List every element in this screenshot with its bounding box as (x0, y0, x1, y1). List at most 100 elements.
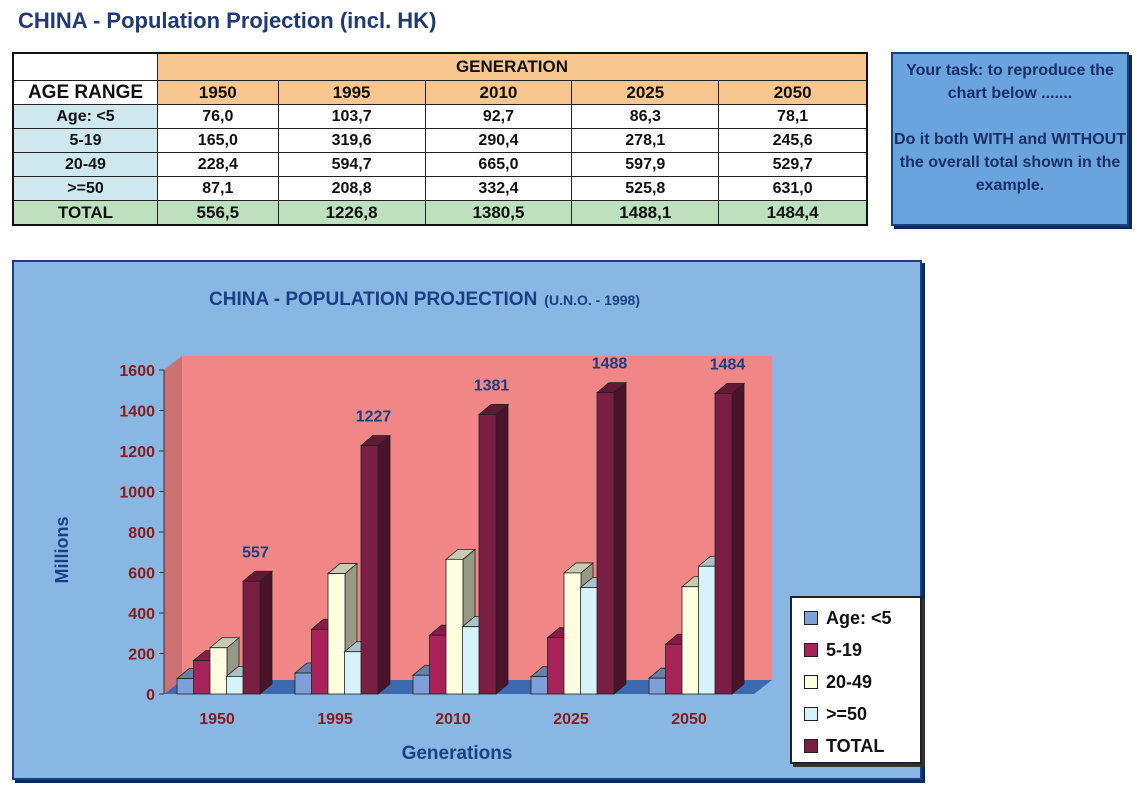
row-label: Age: <5 (12, 104, 158, 129)
bar (580, 587, 598, 695)
chart-subtitle: (U.N.O. - 1998) (544, 292, 640, 308)
table-cell: 597,9 (571, 152, 720, 177)
legend-item: Age: <5 (804, 608, 892, 629)
bar (412, 674, 431, 695)
bar (698, 565, 716, 695)
data-label: 1488 (592, 356, 628, 373)
legend-label: >=50 (826, 704, 868, 724)
table-row: 20-49 228,4 594,7 665,0 597,9 529,7 (12, 152, 868, 177)
category-labels: 1950 1995 2010 2025 2050 (199, 711, 707, 728)
legend-label: 20-49 (826, 672, 873, 692)
bar-side (731, 382, 745, 695)
legend-swatch (804, 643, 818, 657)
bar (681, 586, 700, 695)
table-cell: 208,8 (277, 176, 426, 201)
bar (445, 558, 464, 695)
y-tick-label: 1200 (119, 444, 155, 461)
table-cell: 665,0 (424, 152, 573, 177)
chart-title: CHINA - POPULATION PROJECTION (209, 289, 537, 310)
legend-swatch (804, 611, 818, 625)
legend-label: TOTAL (826, 736, 885, 756)
table-cell: 319,6 (277, 128, 426, 153)
table-cell: 290,4 (424, 128, 573, 153)
bar (209, 647, 228, 695)
legend-item: >=50 (804, 704, 867, 725)
task-line-1: Your task: to reproduce the chart below … (906, 62, 1114, 102)
year-header: 2050 (718, 80, 868, 105)
chart-panel: CHINA - POPULATION PROJECTION (U.N.O. - 1… (12, 260, 922, 780)
bar (360, 445, 379, 695)
table-cell: 87,1 (157, 176, 279, 201)
table-total-row: TOTAL 556,5 1226,8 1380,5 1488,1 1484,4 (12, 200, 868, 226)
table-cell: 525,8 (571, 176, 720, 201)
bar-side (259, 570, 273, 695)
table-cell: 103,7 (277, 104, 426, 129)
x-tick-label: 2050 (671, 711, 707, 728)
x-axis-label: Generations (402, 743, 513, 764)
bar (596, 392, 615, 695)
population-table: GENERATION AGE RANGE 1950 1995 2010 2025… (12, 52, 868, 226)
y-tick-label: 200 (128, 647, 155, 664)
bars (175, 381, 746, 695)
table-cell: 556,5 (157, 200, 279, 226)
year-header: 2010 (424, 80, 573, 105)
table-cell: 1484,4 (718, 200, 868, 226)
bar (193, 660, 211, 695)
table-cell: 92,7 (424, 104, 573, 129)
age-range-header: AGE RANGE (12, 80, 158, 105)
bar (547, 637, 565, 695)
bar-side (377, 434, 391, 695)
bar (176, 678, 195, 695)
table-cell: 278,1 (571, 128, 720, 153)
table-cell: 165,0 (157, 128, 279, 153)
table-cell: 594,7 (277, 152, 426, 177)
bar (294, 672, 313, 695)
data-label: 557 (242, 544, 269, 561)
table-cell: 76,0 (157, 104, 279, 129)
y-tick-label: 1600 (119, 363, 155, 380)
row-label: 20-49 (12, 152, 158, 177)
table-row: 5-19 165,0 319,6 290,4 278,1 245,6 (12, 128, 868, 153)
bar-side (613, 381, 627, 695)
y-axis-ticks: 0 200 400 600 800 1000 1200 1400 1600 (119, 363, 165, 704)
legend-item: 5-19 (804, 640, 862, 661)
y-tick-label: 1000 (119, 485, 155, 502)
bar (563, 572, 582, 695)
year-header: 1995 (277, 80, 426, 105)
data-label: 1227 (356, 409, 392, 426)
table-cell: 631,0 (718, 176, 868, 201)
generation-header: GENERATION (157, 52, 868, 81)
y-tick-label: 600 (128, 566, 155, 583)
table-cell: 86,3 (571, 104, 720, 129)
bar-side (495, 403, 509, 695)
x-tick-label: 2025 (553, 711, 589, 728)
table-cell: 78,1 (718, 104, 868, 129)
table-cell: 228,4 (157, 152, 279, 177)
data-labels: 557 1227 1381 1488 1484 (242, 356, 745, 562)
bar (226, 675, 244, 695)
bar (462, 626, 480, 695)
data-label: 1381 (474, 377, 510, 394)
bar (665, 643, 683, 695)
legend-item: 20-49 (804, 672, 872, 693)
legend-swatch (804, 675, 818, 689)
x-tick-label: 2010 (435, 711, 471, 728)
table-cell: 1380,5 (424, 200, 573, 226)
bar (478, 414, 497, 695)
row-label: >=50 (12, 176, 158, 201)
bar (242, 580, 261, 695)
row-label: TOTAL (12, 200, 158, 226)
x-tick-label: 1950 (199, 711, 235, 728)
y-axis-label: Millions (52, 517, 72, 584)
bar (344, 651, 362, 695)
row-label: 5-19 (12, 128, 158, 153)
bar (530, 676, 549, 695)
bar (429, 634, 447, 695)
table-row: >=50 87,1 208,8 332,4 525,8 631,0 (12, 176, 868, 201)
bar (714, 393, 733, 695)
legend-item: TOTAL (804, 736, 884, 757)
y-tick-label: 1400 (119, 404, 155, 421)
table-cell: 1488,1 (571, 200, 720, 226)
task-instructions: Your task: to reproduce the chart below … (891, 52, 1129, 226)
chart-title-group: CHINA - POPULATION PROJECTION (U.N.O. - 1… (209, 289, 640, 310)
